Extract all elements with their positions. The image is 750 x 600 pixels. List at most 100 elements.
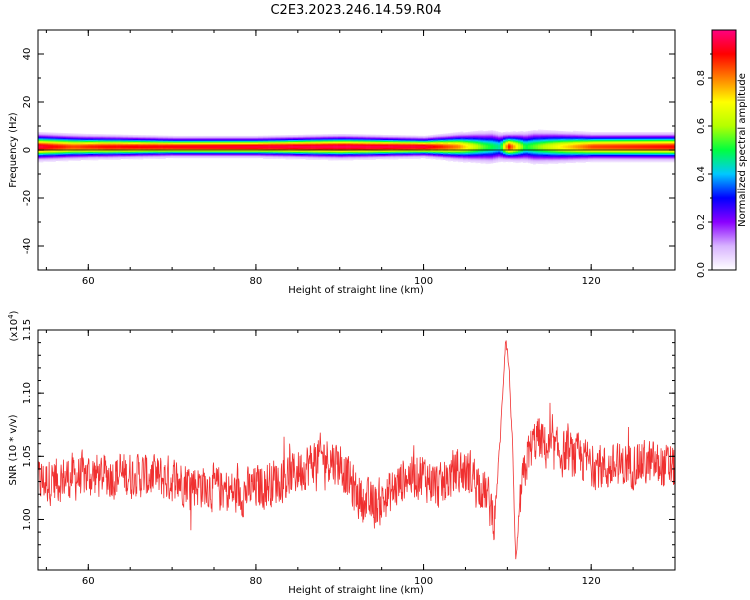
spectrogram-cell (338, 134, 341, 136)
spectrogram-cell (150, 138, 154, 140)
spectrogram-cell (518, 136, 521, 138)
spectrogram-cell (478, 139, 481, 141)
spectrogram-cell (225, 145, 229, 148)
spectrogram-cell (480, 148, 484, 150)
spectrogram-cell (525, 132, 529, 134)
spectrogram-cell (515, 142, 519, 145)
spectrogram-cell (135, 135, 139, 137)
spectrogram-cell (493, 155, 496, 157)
spectrogram-cell (403, 138, 406, 140)
spectrogram-cell (383, 154, 386, 156)
spectrogram-cell (48, 134, 51, 136)
spectrogram-cell (335, 157, 339, 159)
spectrogram-cell (525, 148, 529, 150)
spectrogram-cell (103, 138, 106, 140)
spectrogram-cell (65, 144, 69, 146)
spectrogram-cell (150, 148, 154, 150)
spectrogram-cell (90, 159, 94, 161)
spectrogram-cell (273, 142, 276, 144)
spectrogram-cell (173, 153, 176, 156)
spectrogram-cell (370, 136, 374, 138)
spectrogram-cell (448, 133, 451, 135)
spectrogram-cell (105, 141, 109, 143)
spectrogram-cell (470, 151, 474, 153)
spectrogram-cell (45, 147, 49, 149)
spectrogram-cell (158, 136, 161, 138)
spectrogram-cell (255, 139, 259, 142)
spectrogram-cell (113, 136, 116, 138)
spectrogram-cell (285, 157, 289, 159)
spectrogram-cell (120, 144, 124, 146)
spectrogram-cell (295, 155, 299, 157)
spectrogram-cell (470, 147, 474, 149)
spectrogram-cell (195, 141, 199, 144)
spectrogram-cell (328, 157, 331, 159)
spectrogram-cell (510, 159, 514, 161)
spectrogram-cell (443, 151, 446, 153)
spectrogram-cell (40, 151, 44, 153)
spectrogram-cell (425, 136, 429, 138)
spectrogram-cell (238, 135, 241, 138)
spectrogram-cell (455, 139, 459, 141)
spectrogram-cell (305, 137, 309, 139)
spectrogram-cell (410, 138, 414, 140)
spectrogram-cell (318, 140, 321, 142)
spectrogram-cell (220, 143, 224, 146)
spectrogram-cell (250, 151, 254, 154)
spectrogram-cell (123, 152, 126, 155)
spectrogram-cell (453, 150, 456, 152)
spectrogram-cell (43, 158, 46, 160)
spectrogram-cell (433, 145, 436, 148)
spectrogram-cell (85, 157, 89, 160)
spectrogram-cell (398, 145, 401, 147)
spectrogram-cell (223, 152, 226, 155)
spectrogram-cell (100, 151, 104, 153)
spectrogram-cell (388, 157, 391, 159)
spectrogram-cell (350, 138, 354, 140)
spectrogram-cell (385, 158, 389, 160)
spectrogram-cell (50, 138, 54, 140)
spectrogram-cell (518, 138, 521, 140)
spectrogram-cell (305, 155, 309, 157)
spectrogram-cell (440, 152, 444, 155)
spectrogram-cell (435, 155, 439, 157)
spectrogram-cell (193, 137, 196, 140)
spectrogram-cell (445, 134, 449, 136)
spectrogram-cell (520, 150, 524, 152)
spectrogram-cell (528, 160, 531, 163)
spectrogram-cell (320, 151, 324, 153)
spectrogram-cell (63, 148, 66, 150)
spectrogram-cell (80, 146, 84, 148)
spectrogram-cell (483, 154, 486, 156)
spectrogram-cell (408, 157, 411, 159)
spectrogram-cell (495, 144, 499, 146)
spectrogram-cell (153, 143, 156, 145)
spectrogram-cell (288, 152, 291, 154)
spectrogram-cell (115, 151, 119, 153)
spectrogram-cell (208, 142, 211, 145)
spectrogram-cell (63, 136, 66, 138)
spectrogram-cell (115, 144, 119, 146)
spectrogram-cell (518, 141, 521, 143)
spectrogram-cell (473, 154, 476, 156)
spectrogram-cell (528, 153, 531, 156)
spectrogram-cell (183, 143, 186, 146)
spectrogram-cell (418, 141, 421, 144)
spectrogram-cell (220, 138, 224, 141)
spectrogram-cell (50, 134, 54, 136)
spectrogram-cell (298, 138, 301, 141)
spectrogram-cell (310, 150, 314, 152)
spectrogram-cell (530, 133, 534, 135)
spectrogram-cell (353, 138, 356, 140)
spectrogram-cell (398, 143, 401, 145)
spectrogram-cell (343, 144, 346, 146)
spectrogram-cell (373, 157, 376, 159)
spectrogram-cell (88, 143, 91, 146)
spectrogram-cell (215, 155, 219, 158)
spectrogram-cell (73, 159, 76, 161)
spectrogram-cell (405, 148, 409, 150)
spectrogram-cell (130, 149, 134, 152)
spectrogram-cell (418, 142, 421, 145)
spectrogram-cell (478, 155, 481, 157)
spectrogram-cell (108, 148, 111, 150)
